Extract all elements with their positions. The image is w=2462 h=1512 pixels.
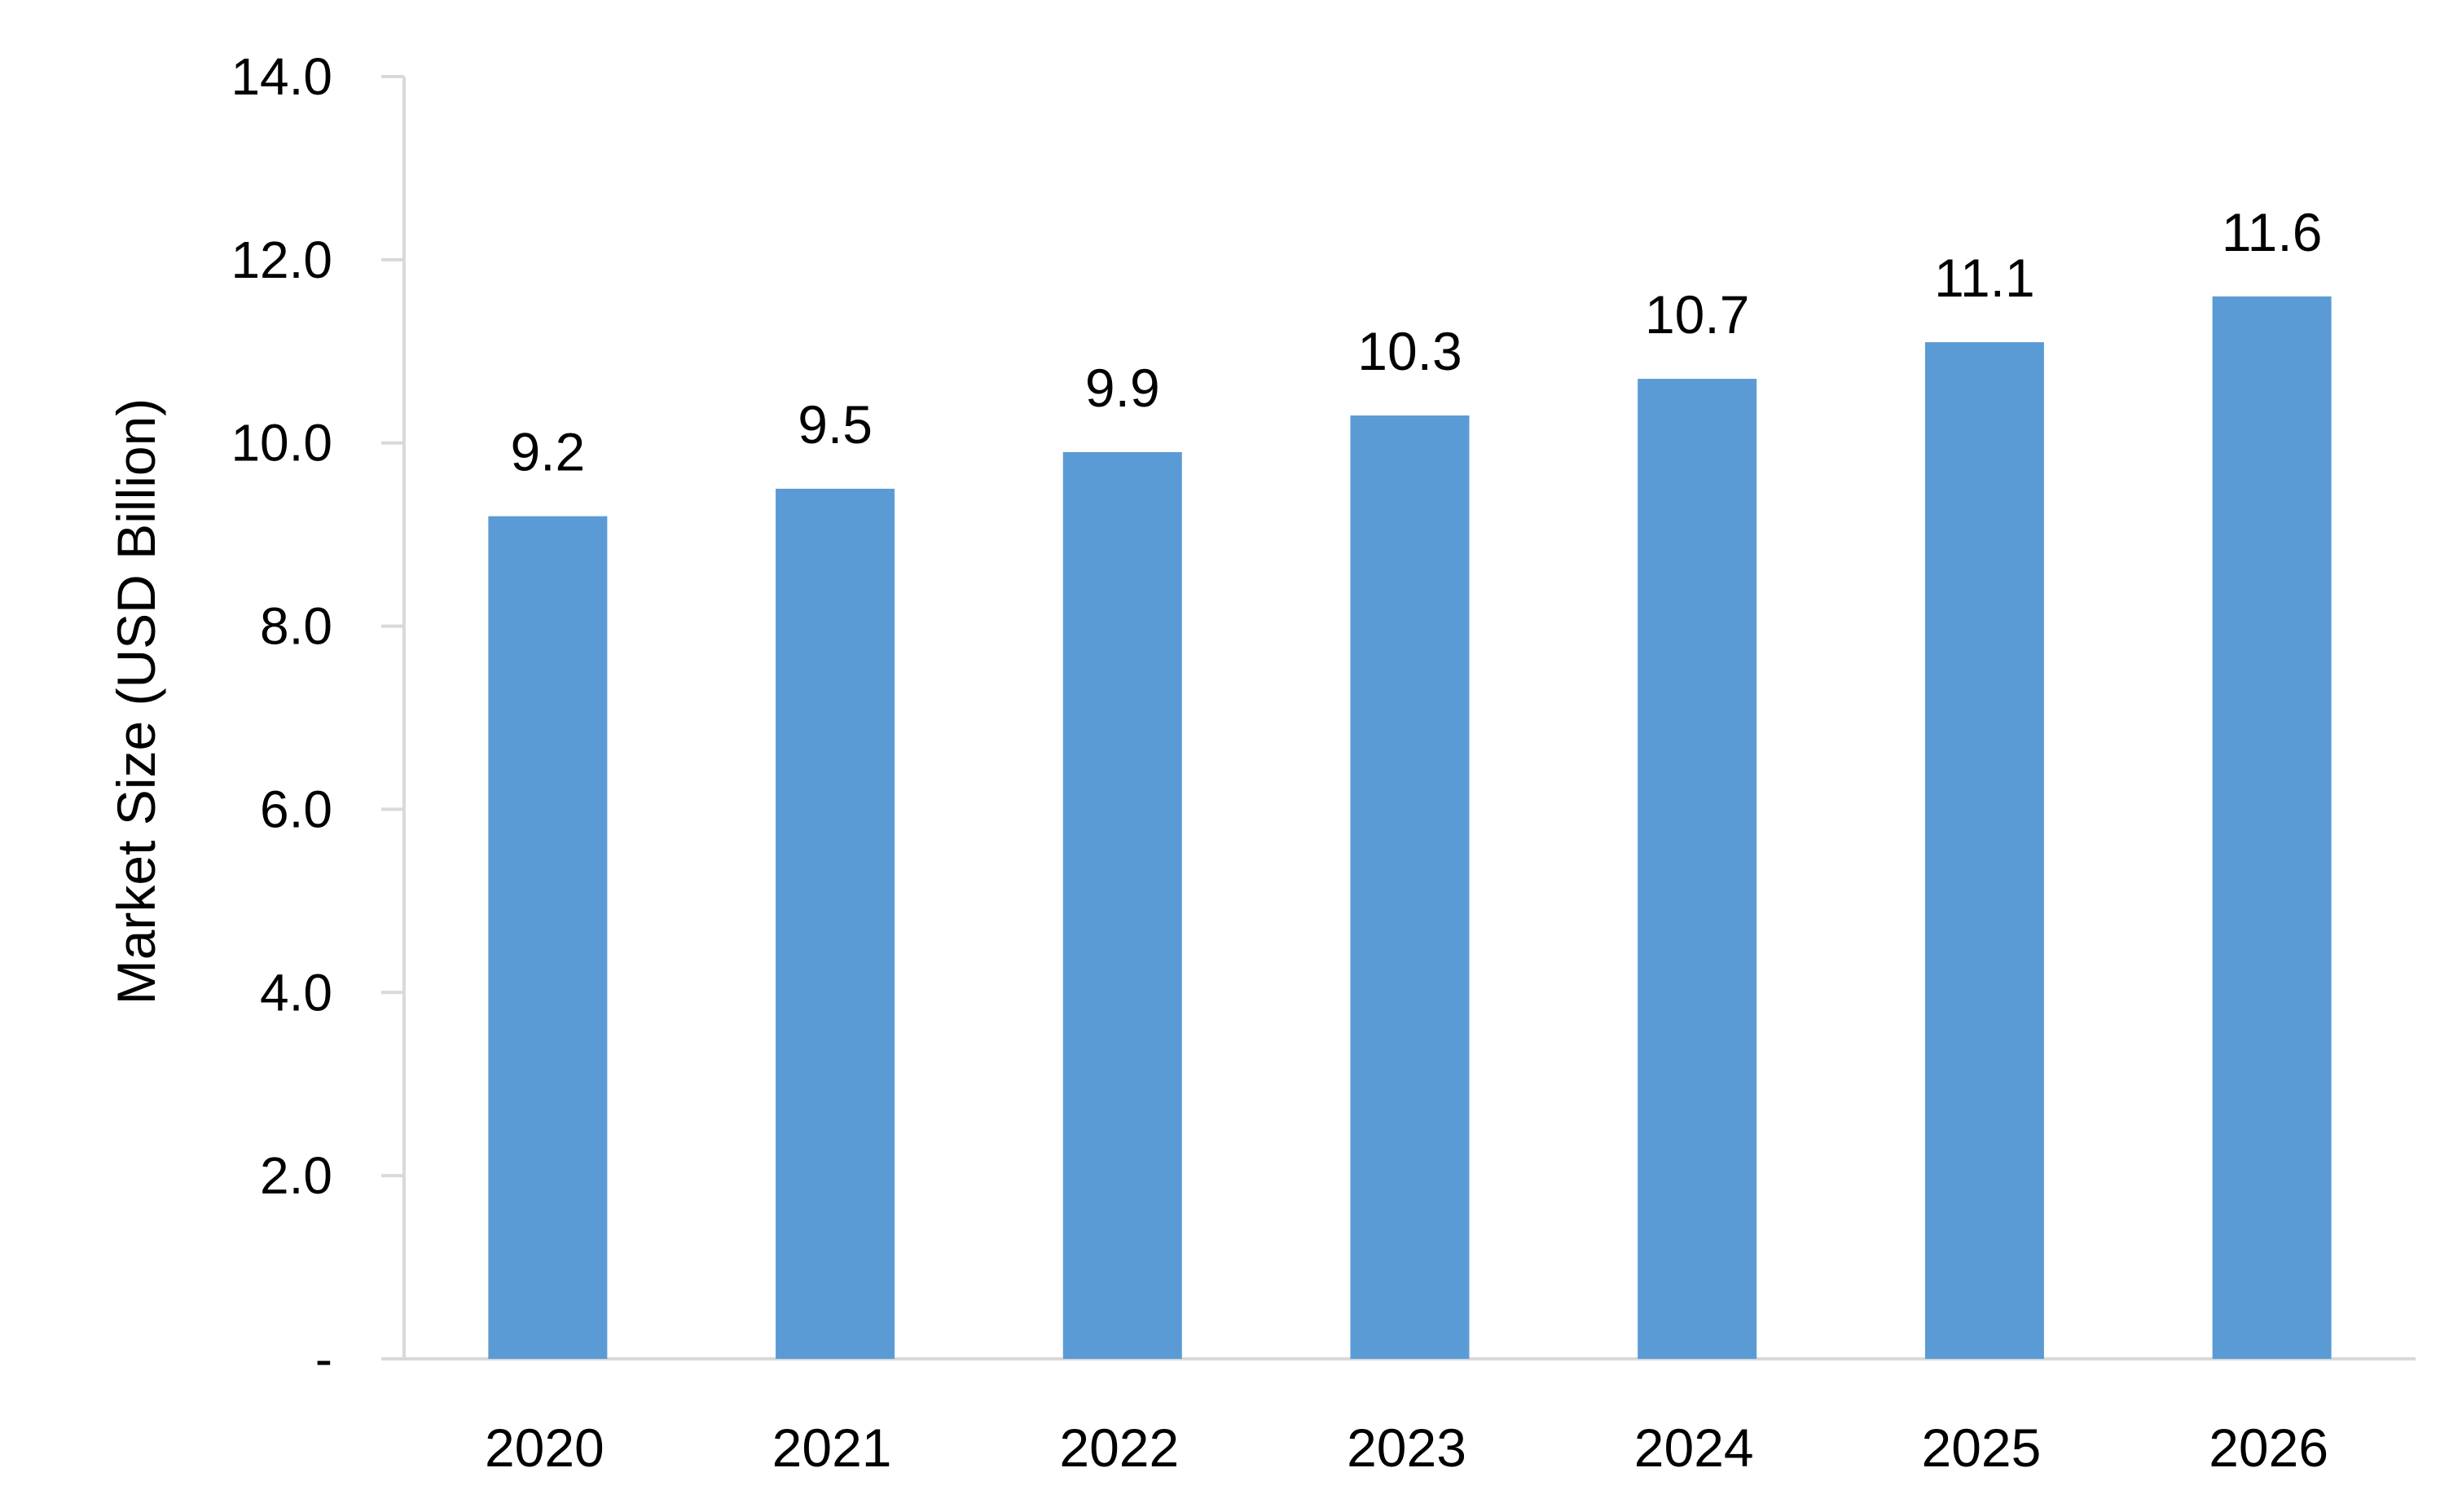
bar-2023 (1350, 415, 1470, 1359)
y-tick-label: 10.0 (231, 414, 332, 472)
data-label-2023: 10.3 (1357, 321, 1462, 381)
bars (488, 296, 2332, 1359)
y-tick-label: 4.0 (260, 963, 332, 1022)
y-tick-label: 12.0 (231, 231, 332, 289)
data-labels: 9.2 9.5 9.9 10.3 10.7 11.1 11.6 (510, 202, 2322, 482)
x-tick-label-2022: 2022 (1059, 1418, 1179, 1478)
x-ticks: 2020 2021 2022 2023 2024 2025 2026 (485, 1418, 2328, 1478)
x-tick-label-2025: 2025 (1922, 1418, 2042, 1478)
y-axis-title: Market Size (USD Billion) (106, 398, 166, 1005)
data-label-2020: 9.2 (510, 422, 585, 482)
y-tick-label: 14.0 (231, 47, 332, 106)
data-label-2025: 11.1 (1934, 248, 2035, 308)
y-tick-label: 2.0 (260, 1146, 332, 1205)
x-tick-label-2021: 2021 (772, 1418, 892, 1478)
bar-2021 (776, 488, 895, 1359)
data-label-2026: 11.6 (2222, 202, 2323, 262)
bar-2026 (2212, 296, 2332, 1359)
y-axis-title-group: Market Size (USD Billion) (106, 398, 166, 1005)
bar-2020 (488, 516, 608, 1359)
x-tick-label-2024: 2024 (1634, 1418, 1754, 1478)
y-tick-label: 8.0 (260, 597, 332, 656)
x-tick-label-2026: 2026 (2209, 1418, 2328, 1478)
y-tick-label: 6.0 (260, 780, 332, 838)
y-ticks: - 2.0 4.0 6.0 8.0 10.0 12.0 14.0 (231, 47, 404, 1388)
data-label-2024: 10.7 (1645, 284, 1749, 345)
data-label-2021: 9.5 (798, 394, 873, 455)
bar-2025 (1924, 342, 2044, 1359)
bar-2022 (1062, 451, 1182, 1359)
data-label-2022: 9.9 (1085, 358, 1160, 418)
bar-2024 (1638, 379, 1757, 1359)
x-tick-label-2020: 2020 (485, 1418, 605, 1478)
x-tick-label-2023: 2023 (1347, 1418, 1466, 1478)
y-tick-label: - (315, 1330, 332, 1388)
